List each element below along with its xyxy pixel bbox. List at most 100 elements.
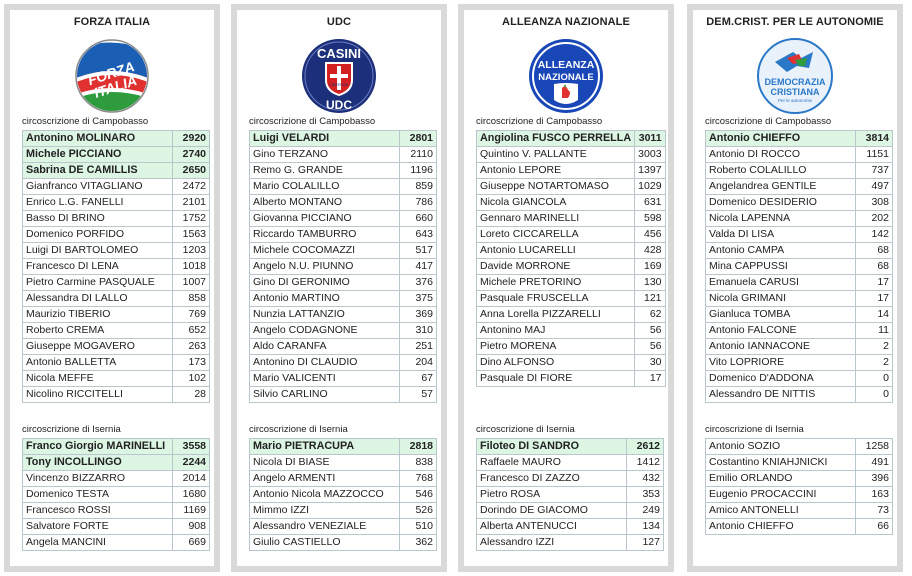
candidate-name: Vincenzo BIZZARRO [22, 470, 173, 487]
candidate-row: Alessandra DI LALLO 858 [22, 290, 210, 307]
candidate-row: Davide MORRONE 169 [475, 258, 666, 275]
candidate-name: Alessandro DE NITTIS [705, 386, 856, 403]
candidate-name: Remo G. GRANDE [249, 162, 400, 179]
candidate-name: Antonio DI ROCCO [705, 146, 856, 163]
candidate-votes: 1018 [172, 258, 210, 275]
candidate-name: Mina CAPPUSSI [705, 258, 856, 275]
candidates-table-isernia: Mario PIETRACUPA 2818 Nicola DI BIASE 838 An… [249, 438, 437, 551]
candidate-name: Luigi VELARDI [249, 130, 400, 147]
candidate-votes: 2244 [172, 454, 210, 471]
candidate-votes: 169 [634, 258, 666, 275]
candidate-votes: 57 [399, 386, 437, 403]
candidate-name: Mimmo IZZI [249, 502, 400, 519]
candidate-row: Antonio MARTINO 375 [249, 290, 437, 307]
candidates-table-isernia: Antonio SOZIO 1258 Costantino KNIAHJNICKI 4… [705, 438, 893, 535]
candidate-votes: 858 [172, 290, 210, 307]
candidate-votes: 369 [399, 306, 437, 323]
candidate-votes: 1258 [855, 438, 893, 455]
candidate-name: Angela MANCINI [22, 534, 173, 551]
candidate-row: Antonio SOZIO 1258 [705, 438, 893, 455]
candidate-name: Dino ALFONSO [475, 354, 636, 371]
candidate-votes: 204 [399, 354, 437, 371]
candidate-votes: 1196 [399, 162, 437, 179]
candidate-name: Luigi DI BARTOLOMEO [22, 242, 173, 259]
candidate-name: Alessandra DI LALLO [22, 290, 173, 307]
candidate-name: Giuseppe MOGAVERO [22, 338, 173, 355]
alleanza-nazionale-logo-icon: ALLEANZA NAZIONALE [529, 39, 603, 113]
candidate-row: Mario VALICENTI 67 [249, 370, 437, 387]
candidate-name: Giuseppe NOTARTOMASO [475, 178, 636, 195]
candidate-name: Nicola GIANCOLA [475, 194, 636, 211]
candidate-name: Nicola MEFFE [22, 370, 173, 387]
candidate-row: Tony INCOLLINGO 2244 [22, 454, 210, 471]
candidate-name: Emilio ORLANDO [705, 470, 856, 487]
candidate-row: Angiolina FUSCO PERRELLA 3011 [475, 130, 666, 147]
candidate-votes: 17 [634, 370, 666, 387]
candidate-votes: 859 [399, 178, 437, 195]
candidate-name: Davide MORRONE [475, 258, 636, 275]
candidate-row: Luigi VELARDI 2801 [249, 130, 437, 147]
svg-text:LIBERTAS: LIBERTAS [330, 82, 349, 87]
candidate-row: Vito LOPRIORE 2 [705, 354, 893, 371]
candidate-name: Dorindo DE GIACOMO [476, 502, 627, 519]
candidates-table-campobasso: Antonino MOLINARO 2920 Michele PICCIANO 274… [22, 130, 210, 403]
candidate-votes: 428 [634, 242, 666, 259]
circoscrizione-label: circoscrizione di Campobasso [705, 116, 832, 127]
candidate-name: Eugenio PROCACCINI [705, 486, 856, 503]
candidate-name: Francesco ROSSI [22, 502, 173, 519]
candidate-name: Roberto CREMA [22, 322, 173, 339]
candidate-votes: 2101 [172, 194, 210, 211]
candidate-name: Antonio CHIEFFO [705, 518, 856, 535]
candidate-votes: 652 [172, 322, 210, 339]
candidate-name: Filoteo DI SANDRO [476, 438, 627, 455]
party-title: FORZA ITALIA [73, 16, 151, 28]
democrazia-cristiana-logo-icon: DEMOCRAZIA CRISTIANA Per le autonomie [757, 38, 833, 114]
candidate-votes: 310 [399, 322, 437, 339]
circoscrizione-label: circoscrizione di Campobasso [249, 116, 376, 127]
candidate-name: Maurizio TIBERIO [22, 306, 173, 323]
candidate-row: Antonio IANNACONE 2 [705, 338, 893, 355]
candidate-votes: 643 [399, 226, 437, 243]
candidate-row: Giulio CASTIELLO 362 [249, 534, 437, 551]
candidate-row: Eugenio PROCACCINI 163 [705, 486, 893, 503]
candidate-row: Domenico DESIDERIO 308 [705, 194, 893, 211]
candidate-row: Antonio BALLETTA 173 [22, 354, 210, 371]
candidate-name: Salvatore FORTE [22, 518, 173, 535]
candidate-name: Pasquale DI FIORE [475, 370, 636, 387]
party-panel-alleanza-nazionale: ALLEANZA NAZIONALE ALLEANZA NAZIONALE ci… [458, 4, 674, 572]
candidate-name: Gennaro MARINELLI [475, 210, 636, 227]
candidate-name: Costantino KNIAHJNICKI [705, 454, 856, 471]
candidate-name: Nicola DI BIASE [249, 454, 400, 471]
candidate-row: Alessandro DE NITTIS 0 [705, 386, 893, 403]
candidate-votes: 2 [855, 338, 893, 355]
candidate-row: Giuseppe NOTARTOMASO 1029 [475, 178, 666, 195]
candidate-votes: 3003 [634, 146, 666, 163]
candidate-votes: 2014 [172, 470, 210, 487]
candidate-row: Mario COLALILLO 859 [249, 178, 437, 195]
candidate-votes: 73 [855, 502, 893, 519]
candidate-row: Antonino MOLINARO 2920 [22, 130, 210, 147]
candidate-name: Gianfranco VITAGLIANO [22, 178, 173, 195]
candidate-votes: 56 [634, 322, 666, 339]
candidate-row: Emanuela CARUSI 17 [705, 274, 893, 291]
candidate-name: Valda DI LISA [705, 226, 856, 243]
candidate-row: Antonio CAMPA 68 [705, 242, 893, 259]
candidate-votes: 417 [399, 258, 437, 275]
candidate-name: Francesco DI LENA [22, 258, 173, 275]
candidate-name: Nicola LAPENNA [705, 210, 856, 227]
svg-text:UDC: UDC [326, 98, 352, 112]
candidate-votes: 1151 [855, 146, 893, 163]
candidate-name: Pietro MORENA [475, 338, 636, 355]
candidate-name: Antonino DI CLAUDIO [249, 354, 400, 371]
candidate-row: Angelo N.U. PIUNNO 417 [249, 258, 437, 275]
candidate-row: Anna Lorella PIZZARELLI 62 [475, 306, 666, 323]
candidate-name: Antonio Nicola MAZZOCCO [249, 486, 400, 503]
candidate-name: Alessandro IZZI [476, 534, 627, 551]
candidate-votes: 3814 [855, 130, 893, 147]
candidate-row: Antonino MAJ 56 [475, 322, 666, 339]
candidate-row: Nicolino RICCITELLI 28 [22, 386, 210, 403]
candidate-votes: 353 [626, 486, 664, 503]
candidate-votes: 249 [626, 502, 664, 519]
candidate-name: Antonino MAJ [475, 322, 636, 339]
candidate-name: Mario COLALILLO [249, 178, 400, 195]
